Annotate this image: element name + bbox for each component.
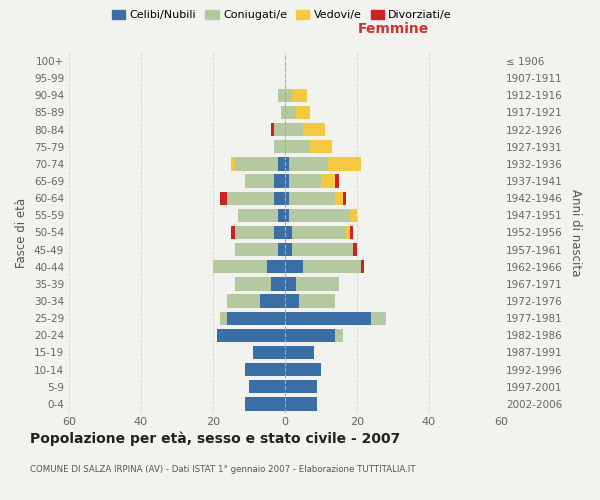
Bar xyxy=(235,277,271,290)
Bar xyxy=(343,192,346,205)
Y-axis label: Anni di nascita: Anni di nascita xyxy=(569,189,582,276)
Bar xyxy=(303,123,325,136)
Bar xyxy=(267,260,285,274)
Bar xyxy=(271,123,274,136)
Bar xyxy=(220,192,227,205)
Bar xyxy=(285,363,321,376)
Bar xyxy=(285,346,314,359)
Bar xyxy=(310,140,332,153)
Bar xyxy=(361,260,364,274)
Bar xyxy=(285,123,303,136)
Bar xyxy=(238,208,278,222)
Bar xyxy=(278,243,285,256)
Bar xyxy=(289,208,350,222)
Bar xyxy=(260,294,285,308)
Bar xyxy=(335,192,343,205)
Bar xyxy=(285,380,317,394)
Bar xyxy=(285,88,292,102)
Bar xyxy=(289,157,328,170)
Bar xyxy=(245,174,274,188)
Text: Femmine: Femmine xyxy=(358,22,428,36)
Bar xyxy=(285,294,299,308)
Bar xyxy=(217,328,285,342)
Bar xyxy=(278,208,285,222)
Y-axis label: Fasce di età: Fasce di età xyxy=(16,198,28,268)
Bar xyxy=(292,243,353,256)
Bar xyxy=(292,226,346,239)
Bar xyxy=(346,226,350,239)
Text: COMUNE DI SALZA IRPINA (AV) - Dati ISTAT 1° gennaio 2007 - Elaborazione TUTTITAL: COMUNE DI SALZA IRPINA (AV) - Dati ISTAT… xyxy=(30,466,415,474)
Text: Popolazione per età, sesso e stato civile - 2007: Popolazione per età, sesso e stato civil… xyxy=(30,431,400,446)
Bar xyxy=(274,140,285,153)
Bar xyxy=(235,243,278,256)
Bar xyxy=(371,312,386,325)
Bar xyxy=(303,260,361,274)
Bar xyxy=(227,312,285,325)
Bar xyxy=(296,106,310,119)
Bar xyxy=(335,328,343,342)
Bar xyxy=(328,157,361,170)
Bar xyxy=(278,88,285,102)
Bar xyxy=(227,294,260,308)
Bar xyxy=(299,294,335,308)
Bar xyxy=(350,208,357,222)
Bar xyxy=(249,380,285,394)
Bar xyxy=(321,174,335,188)
Bar xyxy=(235,157,278,170)
Bar xyxy=(220,312,227,325)
Bar xyxy=(285,243,292,256)
Bar xyxy=(292,88,307,102)
Bar xyxy=(227,192,274,205)
Bar xyxy=(274,192,285,205)
Bar xyxy=(335,174,339,188)
Bar xyxy=(281,106,285,119)
Bar xyxy=(353,243,357,256)
Bar xyxy=(274,123,285,136)
Bar xyxy=(285,312,371,325)
Bar xyxy=(253,346,285,359)
Bar xyxy=(213,260,267,274)
Bar xyxy=(274,226,285,239)
Bar xyxy=(271,277,285,290)
Bar xyxy=(245,397,285,410)
Bar xyxy=(285,277,296,290)
Bar xyxy=(285,140,310,153)
Bar xyxy=(285,192,289,205)
Bar xyxy=(289,174,321,188)
Bar xyxy=(231,157,235,170)
Bar xyxy=(350,226,353,239)
Bar xyxy=(231,226,235,239)
Bar xyxy=(285,106,296,119)
Bar xyxy=(289,192,335,205)
Bar xyxy=(285,157,289,170)
Bar xyxy=(274,174,285,188)
Bar xyxy=(285,397,317,410)
Bar xyxy=(296,277,339,290)
Bar xyxy=(285,226,292,239)
Legend: Celibi/Nubili, Coniugati/e, Vedovi/e, Divorziati/e: Celibi/Nubili, Coniugati/e, Vedovi/e, Di… xyxy=(107,6,457,25)
Bar xyxy=(285,328,335,342)
Bar xyxy=(285,208,289,222)
Bar xyxy=(245,363,285,376)
Bar xyxy=(235,226,274,239)
Bar xyxy=(285,174,289,188)
Bar xyxy=(285,260,303,274)
Bar xyxy=(278,157,285,170)
